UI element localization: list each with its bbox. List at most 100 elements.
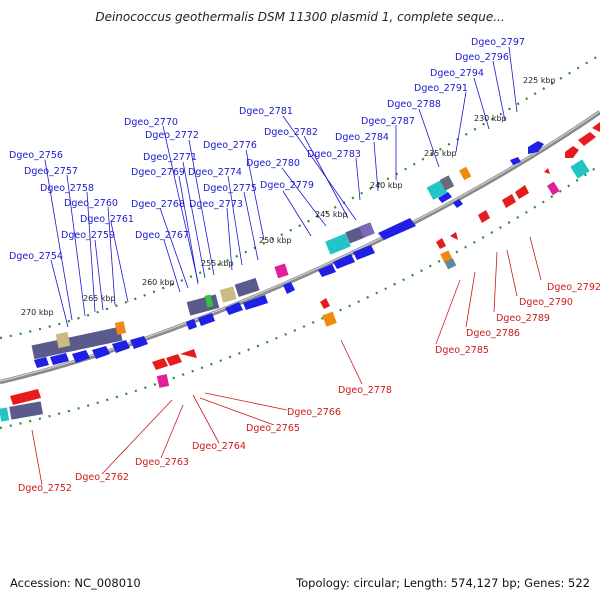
gene-label-forward: Dgeo_2780 xyxy=(246,158,300,169)
scale-label: 265 kbp xyxy=(83,294,116,303)
gene-label-forward: Dgeo_2771 xyxy=(143,152,197,163)
gene-arrow-forward xyxy=(318,264,336,277)
gene-arrow-reverse xyxy=(578,132,596,146)
gene-arrow-forward xyxy=(353,245,375,260)
gene-arrow-forward xyxy=(528,141,544,154)
gene-label-forward: Dgeo_2769 xyxy=(131,167,185,178)
feature-block-cyan xyxy=(570,159,590,179)
forward-leader-lines xyxy=(44,46,518,328)
gene-arrow-forward xyxy=(283,282,295,294)
gene-arrow-forward xyxy=(438,192,452,203)
gene-label-forward: Dgeo_2774 xyxy=(188,167,242,178)
gene-label-forward: Dgeo_2759 xyxy=(61,230,115,241)
feature-block-slate xyxy=(9,401,43,420)
gene-label-reverse: Dgeo_2790 xyxy=(519,297,573,308)
gene-arrow-forward xyxy=(186,319,197,330)
feature-block-olive xyxy=(219,286,237,303)
scale-label: 250 kbp xyxy=(259,236,292,245)
gene-arrow-reverse xyxy=(152,358,168,370)
gene-label-reverse: Dgeo_2785 xyxy=(435,345,489,356)
gene-label-forward: Dgeo_2768 xyxy=(131,199,185,210)
gene-label-forward: Dgeo_2775 xyxy=(203,183,257,194)
gene-arrow-reverse xyxy=(320,298,330,309)
feature-block-cyan xyxy=(0,407,10,422)
gene-arrow-forward xyxy=(130,336,148,349)
feature-block-slate xyxy=(439,175,455,191)
gene-label-forward: Dgeo_2772 xyxy=(145,130,199,141)
scale-label: 245 kbp xyxy=(315,210,348,219)
gene-label-forward: Dgeo_2773 xyxy=(189,199,243,210)
gene-label-forward: Dgeo_2797 xyxy=(471,37,525,48)
gene-arrow-reverse xyxy=(544,168,550,174)
gene-arrow-reverse xyxy=(515,185,529,199)
gene-label-reverse: Dgeo_2778 xyxy=(338,385,392,396)
gene-arrow-reverse xyxy=(592,122,600,132)
gene-arrow-forward xyxy=(453,199,463,208)
gene-arrow-forward xyxy=(112,340,130,353)
gene-label-reverse: Dgeo_2786 xyxy=(466,328,520,339)
gene-label-forward: Dgeo_2791 xyxy=(414,83,468,94)
scale-label: 270 kbp xyxy=(21,308,54,317)
gene-arrow-forward xyxy=(378,218,416,240)
topology-summary: Topology: circular; Length: 574,127 bp; … xyxy=(296,576,590,590)
gene-label-reverse: Dgeo_2765 xyxy=(246,423,300,434)
scale-label: 255 kbp xyxy=(201,259,234,268)
gene-label-forward: Dgeo_2756 xyxy=(9,150,63,161)
feature-block-cyan xyxy=(325,233,351,255)
feature-block-cyan xyxy=(426,180,448,200)
gene-label-forward: Dgeo_2754 xyxy=(9,251,63,262)
gene-arrow-forward xyxy=(34,357,49,368)
gene-arrow-reverse xyxy=(565,146,579,158)
feature-block-slate xyxy=(234,277,260,298)
gene-arrow-forward xyxy=(243,295,268,310)
gene-arrow-forward xyxy=(92,346,110,359)
gene-label-forward: Dgeo_2787 xyxy=(361,116,415,127)
gene-label-forward: Dgeo_2767 xyxy=(135,230,189,241)
scale-labels: 225 kbp 230 kbp 235 kbp 240 kbp 245 kbp … xyxy=(21,76,556,317)
forward-gene-labels: Dgeo_2797 Dgeo_2796 Dgeo_2794 Dgeo_2791 … xyxy=(9,37,525,262)
gene-arrow-reverse xyxy=(478,210,490,223)
gene-label-reverse: Dgeo_2792 xyxy=(547,282,600,293)
gene-label-forward: Dgeo_2760 xyxy=(64,198,118,209)
gene-arrow-forward xyxy=(72,350,90,363)
feature-block-slate xyxy=(31,326,123,360)
forward-genes-outer xyxy=(34,141,544,368)
gene-label-forward: Dgeo_2757 xyxy=(24,166,78,177)
scale-label: 225 kbp xyxy=(523,76,556,85)
scale-label: 230 kbp xyxy=(474,114,507,123)
gene-arrow-forward xyxy=(333,254,355,269)
gene-arrow-reverse xyxy=(10,389,41,405)
gene-label-forward: Dgeo_2794 xyxy=(430,68,484,79)
gene-arrow-reverse xyxy=(450,232,458,240)
gene-arrow-forward xyxy=(510,157,521,165)
gene-label-forward: Dgeo_2779 xyxy=(260,180,314,191)
reverse-genes xyxy=(10,122,600,405)
gene-arrow-forward xyxy=(225,302,243,315)
gene-arrow-reverse xyxy=(180,349,197,358)
gene-label-forward: Dgeo_2783 xyxy=(307,149,361,160)
feature-blocks xyxy=(0,159,590,422)
gene-label-reverse: Dgeo_2763 xyxy=(135,457,189,468)
scale-label: 260 kbp xyxy=(142,278,175,287)
gene-arrow-reverse xyxy=(166,354,182,366)
reverse-gene-labels: Dgeo_2792 Dgeo_2790 Dgeo_2789 Dgeo_2786 … xyxy=(18,282,600,494)
feature-block-slate xyxy=(345,226,365,244)
reverse-leader-lines xyxy=(31,236,542,486)
feature-block-slate xyxy=(359,222,375,238)
gene-label-forward: Dgeo_2776 xyxy=(203,140,257,151)
gene-label-forward: Dgeo_2758 xyxy=(40,183,94,194)
accession-label: Accession: NC_008010 xyxy=(10,576,141,590)
gene-label-forward: Dgeo_2788 xyxy=(387,99,441,110)
gene-arrow-reverse xyxy=(436,238,446,249)
gene-label-reverse: Dgeo_2766 xyxy=(287,407,341,418)
scale-label: 240 kbp xyxy=(370,181,403,190)
feature-block-orange xyxy=(114,321,127,335)
feature-block-magenta xyxy=(274,263,289,279)
gene-label-reverse: Dgeo_2764 xyxy=(192,441,246,452)
gene-label-forward: Dgeo_2782 xyxy=(264,127,318,138)
gene-label-forward: Dgeo_2781 xyxy=(239,106,293,117)
gene-arrow-forward xyxy=(198,313,215,326)
gene-label-reverse: Dgeo_2752 xyxy=(18,483,72,494)
